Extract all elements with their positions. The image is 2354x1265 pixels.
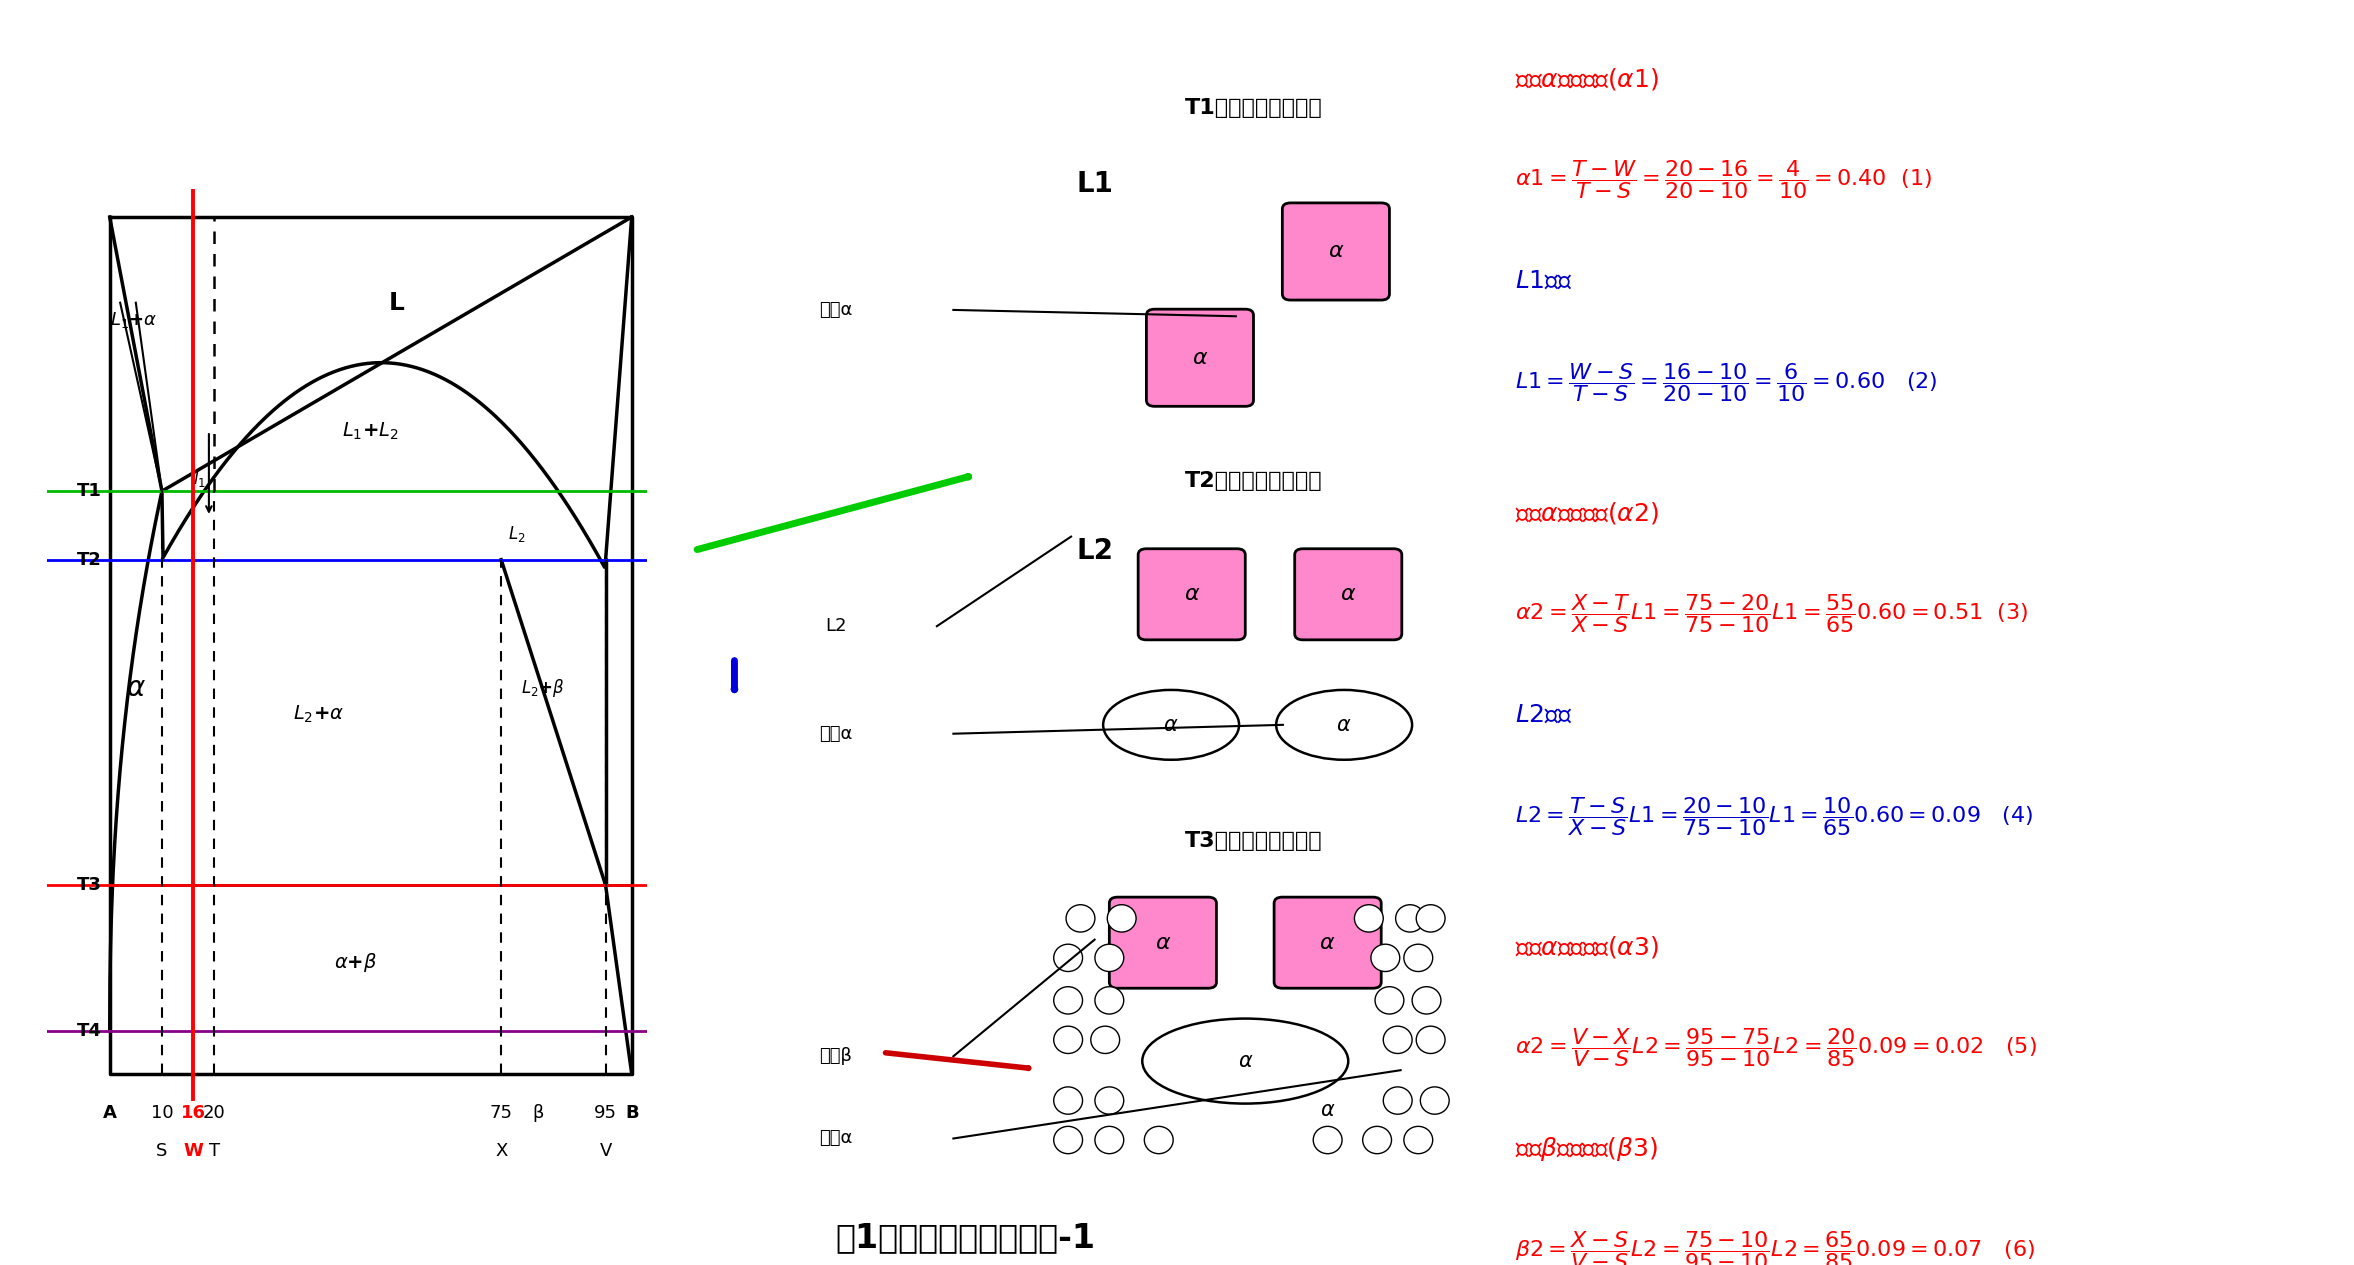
Text: 共晶$\alpha$の晶出量$(\alpha 3)$: 共晶$\alpha$の晶出量$(\alpha 3)$ bbox=[1516, 934, 1660, 960]
Text: 偏晶$\alpha$の晶出量$(\alpha 2)$: 偏晶$\alpha$の晶出量$(\alpha 2)$ bbox=[1516, 500, 1660, 526]
Text: $L1$の量: $L1$の量 bbox=[1516, 269, 1572, 293]
Text: L: L bbox=[388, 291, 405, 315]
Text: $L_1$+$L_2$: $L_1$+$L_2$ bbox=[341, 420, 398, 441]
Ellipse shape bbox=[1095, 987, 1123, 1015]
Text: 16: 16 bbox=[181, 1103, 205, 1122]
Ellipse shape bbox=[1104, 689, 1238, 760]
Ellipse shape bbox=[1144, 1126, 1172, 1154]
Text: 共晶β: 共晶β bbox=[819, 1047, 852, 1065]
Text: $L2$の量: $L2$の量 bbox=[1516, 703, 1572, 727]
Text: B: B bbox=[624, 1103, 638, 1122]
Text: $\alpha 1 = \dfrac{T-W}{T-S} = \dfrac{20-16}{20-10} = \dfrac{4}{10} = 0.40\ \ (1: $\alpha 1 = \dfrac{T-W}{T-S} = \dfrac{20… bbox=[1516, 158, 1933, 201]
FancyBboxPatch shape bbox=[1109, 897, 1217, 988]
Text: V: V bbox=[600, 1142, 612, 1160]
Text: T1: T1 bbox=[78, 482, 101, 500]
FancyBboxPatch shape bbox=[1146, 309, 1255, 406]
Ellipse shape bbox=[1396, 904, 1424, 932]
Text: T3: T3 bbox=[78, 877, 101, 894]
Text: $\alpha$: $\alpha$ bbox=[1238, 1051, 1252, 1071]
Ellipse shape bbox=[1363, 1126, 1391, 1154]
Ellipse shape bbox=[1403, 944, 1434, 972]
Ellipse shape bbox=[1354, 904, 1384, 932]
Ellipse shape bbox=[1142, 1018, 1349, 1103]
Text: $\alpha 2 = \dfrac{V-X}{V-S}L2 = \dfrac{95-75}{95-10}L2 = \dfrac{20}{85}0.09 = 0: $\alpha 2 = \dfrac{V-X}{V-S}L2 = \dfrac{… bbox=[1516, 1026, 2036, 1069]
Ellipse shape bbox=[1276, 689, 1412, 760]
Ellipse shape bbox=[1095, 1126, 1123, 1154]
Text: $L_2$+$\beta$: $L_2$+$\beta$ bbox=[520, 677, 565, 700]
Text: $\alpha$: $\alpha$ bbox=[1328, 242, 1344, 262]
Text: $\beta 2 = \dfrac{X-S}{V-S}L2 = \dfrac{75-10}{95-10}L2 = \dfrac{65}{85}0.09 = 0.: $\beta 2 = \dfrac{X-S}{V-S}L2 = \dfrac{7… bbox=[1516, 1228, 2036, 1265]
Text: 20: 20 bbox=[202, 1103, 226, 1122]
Text: 図1　偏晶反応の模式図-1: 図1 偏晶反応の模式図-1 bbox=[836, 1221, 1095, 1254]
Text: $\alpha$+$\beta$: $\alpha$+$\beta$ bbox=[334, 951, 377, 974]
Ellipse shape bbox=[1419, 1087, 1450, 1114]
Ellipse shape bbox=[1055, 1126, 1083, 1154]
Text: 初晶$\alpha$の晶出量$(\alpha 1)$: 初晶$\alpha$の晶出量$(\alpha 1)$ bbox=[1516, 66, 1660, 92]
Text: $L_1$+$\alpha$: $L_1$+$\alpha$ bbox=[111, 310, 158, 330]
Text: $\alpha$: $\alpha$ bbox=[1337, 715, 1351, 735]
Text: 95: 95 bbox=[593, 1103, 617, 1122]
Ellipse shape bbox=[1314, 1126, 1342, 1154]
Text: W: W bbox=[184, 1142, 202, 1160]
Text: 共晶α: 共晶α bbox=[819, 1130, 852, 1147]
Text: $L_2$: $L_2$ bbox=[508, 524, 525, 544]
Ellipse shape bbox=[1403, 1126, 1434, 1154]
Text: T3　共晶温度の直下: T3 共晶温度の直下 bbox=[1184, 831, 1323, 851]
FancyBboxPatch shape bbox=[1295, 549, 1403, 640]
Text: T: T bbox=[210, 1142, 219, 1160]
Ellipse shape bbox=[1055, 987, 1083, 1015]
Ellipse shape bbox=[1090, 1026, 1121, 1054]
Text: $\alpha$: $\alpha$ bbox=[1321, 1099, 1335, 1120]
Text: L1: L1 bbox=[1076, 170, 1113, 197]
Ellipse shape bbox=[1055, 944, 1083, 972]
Ellipse shape bbox=[1384, 1087, 1412, 1114]
Text: T2　偏晶温度の直下: T2 偏晶温度の直下 bbox=[1184, 471, 1323, 491]
Text: $L2 = \dfrac{T-S}{X-S}L1 = \dfrac{20-10}{75-10}L1 = \dfrac{10}{65}0.60 = 0.09\qu: $L2 = \dfrac{T-S}{X-S}L1 = \dfrac{20-10}… bbox=[1516, 794, 2034, 837]
Text: T4: T4 bbox=[78, 1022, 101, 1040]
Text: $\alpha$: $\alpha$ bbox=[125, 674, 146, 702]
Text: $\alpha$: $\alpha$ bbox=[1339, 584, 1356, 605]
Ellipse shape bbox=[1095, 1087, 1123, 1114]
Ellipse shape bbox=[1370, 944, 1401, 972]
Text: L2: L2 bbox=[824, 617, 847, 635]
Text: T2: T2 bbox=[78, 550, 101, 569]
Text: X: X bbox=[494, 1142, 508, 1160]
Text: 75: 75 bbox=[490, 1103, 513, 1122]
Text: S: S bbox=[155, 1142, 167, 1160]
Text: $\alpha$: $\alpha$ bbox=[1191, 348, 1208, 368]
Text: $\alpha$: $\alpha$ bbox=[1156, 932, 1170, 953]
Ellipse shape bbox=[1412, 987, 1441, 1015]
Text: 偏晶α: 偏晶α bbox=[819, 725, 852, 743]
Text: A: A bbox=[104, 1103, 118, 1122]
Text: $L_2$+$\alpha$: $L_2$+$\alpha$ bbox=[292, 703, 344, 725]
Text: $\alpha$: $\alpha$ bbox=[1163, 715, 1179, 735]
Ellipse shape bbox=[1375, 987, 1403, 1015]
Ellipse shape bbox=[1384, 1026, 1412, 1054]
FancyBboxPatch shape bbox=[1283, 202, 1389, 300]
Text: $\alpha$: $\alpha$ bbox=[1321, 932, 1335, 953]
Text: $l_1$: $l_1$ bbox=[193, 468, 207, 488]
Ellipse shape bbox=[1106, 904, 1137, 932]
Text: L2: L2 bbox=[1076, 536, 1113, 564]
Text: $L1 = \dfrac{W-S}{T-S} = \dfrac{16-10}{20-10} = \dfrac{6}{10} = 0.60\quad (2)$: $L1 = \dfrac{W-S}{T-S} = \dfrac{16-10}{2… bbox=[1516, 361, 1937, 404]
Text: β: β bbox=[532, 1103, 544, 1122]
Text: $\alpha$: $\alpha$ bbox=[1184, 584, 1201, 605]
Text: 共晶$\beta$の晶出量$(\beta 3)$: 共晶$\beta$の晶出量$(\beta 3)$ bbox=[1516, 1135, 1657, 1163]
Text: 10: 10 bbox=[151, 1103, 174, 1122]
Ellipse shape bbox=[1066, 904, 1095, 932]
Text: 初晶α: 初晶α bbox=[819, 301, 852, 319]
Ellipse shape bbox=[1417, 1026, 1445, 1054]
Ellipse shape bbox=[1417, 904, 1445, 932]
Text: T1　偏晶温度の直上: T1 偏晶温度の直上 bbox=[1184, 97, 1323, 118]
Ellipse shape bbox=[1055, 1087, 1083, 1114]
FancyBboxPatch shape bbox=[1137, 549, 1245, 640]
FancyBboxPatch shape bbox=[1274, 897, 1382, 988]
Ellipse shape bbox=[1095, 944, 1123, 972]
Ellipse shape bbox=[1055, 1026, 1083, 1054]
Text: $\alpha 2 = \dfrac{X-T}{X-S}L1 = \dfrac{75-20}{75-10}L1 = \dfrac{55}{65}0.60 = 0: $\alpha 2 = \dfrac{X-T}{X-S}L1 = \dfrac{… bbox=[1516, 592, 2029, 635]
